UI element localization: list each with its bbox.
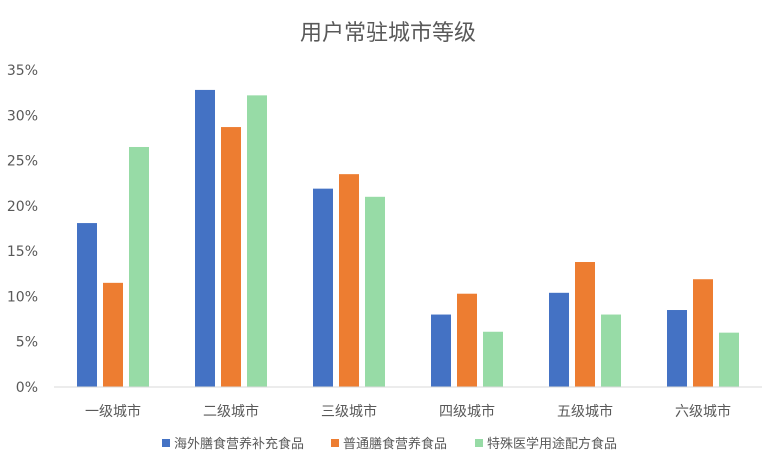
bar <box>483 331 503 387</box>
bar <box>549 292 569 387</box>
bar <box>431 314 451 387</box>
x-category-label: 五级城市 <box>557 403 613 420</box>
x-axis-labels: 一级城市 二级城市 三级城市 四级城市 五级城市 六级城市 <box>85 403 731 420</box>
y-tick-label: 0% <box>16 380 38 396</box>
legend-label: 海外膳食营养补充食品 <box>174 436 304 452</box>
bar <box>339 174 359 387</box>
bar <box>129 146 149 387</box>
y-tick-label: 15% <box>7 244 38 260</box>
x-category-label: 三级城市 <box>321 403 377 420</box>
y-tick-label: 5% <box>16 335 38 351</box>
bar <box>667 310 687 387</box>
y-tick-label: 25% <box>7 154 38 170</box>
chart-title: 用户常驻城市等级 <box>300 21 476 46</box>
bar <box>103 282 123 387</box>
x-category-label: 一级城市 <box>85 403 141 420</box>
y-tick-label: 10% <box>7 289 38 305</box>
legend-swatch <box>162 439 170 447</box>
bar <box>195 89 215 387</box>
x-category-label: 六级城市 <box>675 403 731 420</box>
bar <box>693 279 713 387</box>
legend-swatch <box>331 439 339 447</box>
y-axis: 0% 5% 10% 15% 20% 25% 30% 35% <box>7 63 38 396</box>
x-category-label: 四级城市 <box>439 403 495 420</box>
legend-swatch <box>475 439 483 447</box>
legend-label: 特殊医学用途配方食品 <box>487 436 617 452</box>
bars-group <box>77 89 739 388</box>
bar <box>719 332 739 387</box>
bar <box>365 196 385 387</box>
bar <box>247 95 267 388</box>
bar <box>77 223 97 387</box>
bar <box>457 293 477 387</box>
legend-label: 普通膳食营养食品 <box>343 436 447 452</box>
legend: 海外膳食营养补充食品 普通膳食营养食品 特殊医学用途配方食品 <box>162 436 617 452</box>
x-category-label: 二级城市 <box>203 403 259 420</box>
bar <box>575 262 595 387</box>
bar <box>601 314 621 387</box>
y-tick-label: 30% <box>7 108 38 124</box>
y-tick-label: 20% <box>7 199 38 215</box>
bar <box>313 188 333 387</box>
bar <box>221 127 241 387</box>
y-tick-label: 35% <box>7 63 38 79</box>
